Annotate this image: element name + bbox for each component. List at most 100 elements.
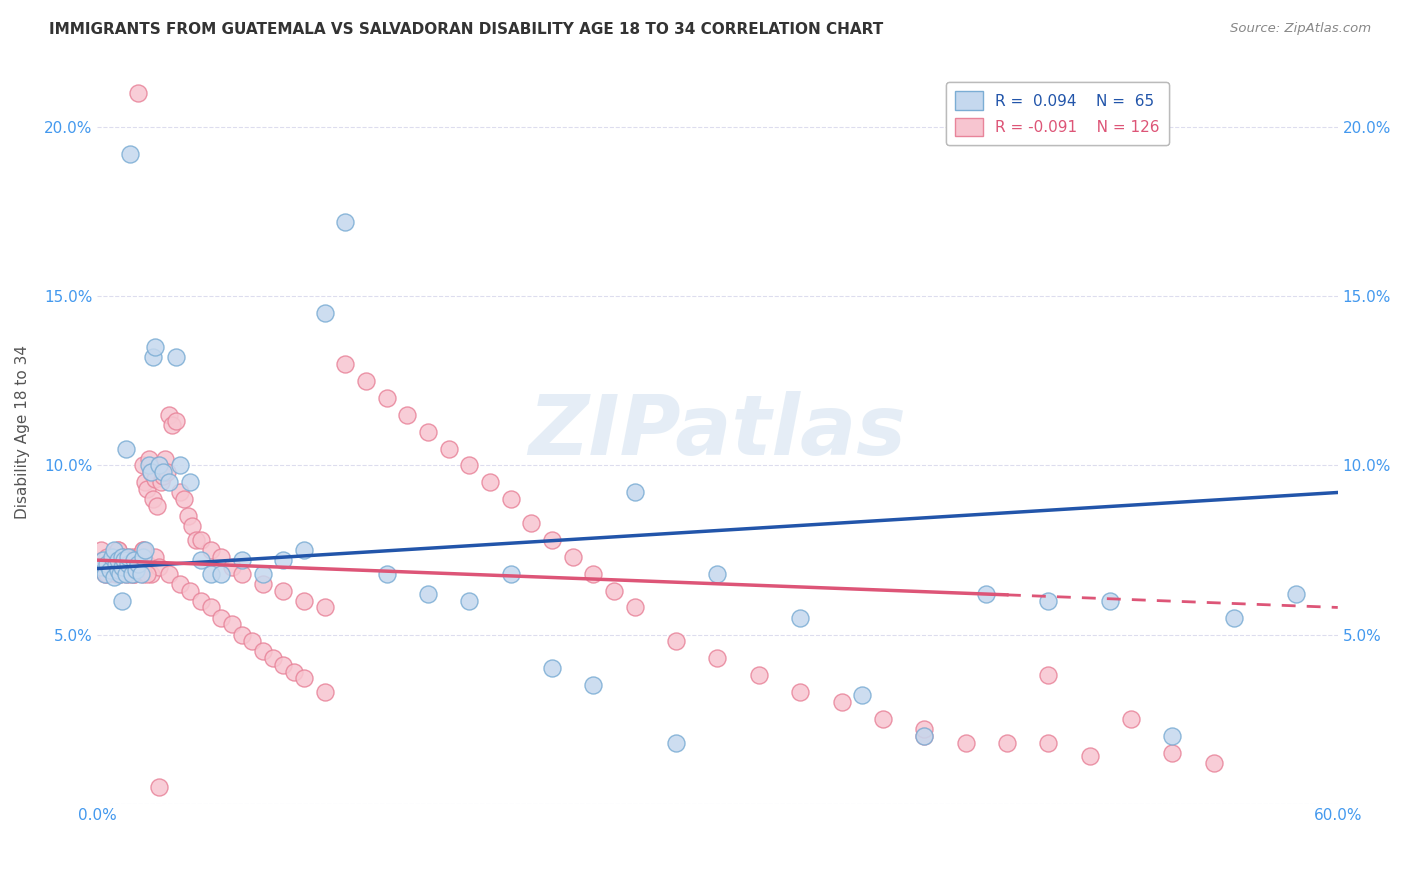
Point: [209, 610, 232, 624]
Point: [582, 566, 605, 581]
Point: [131, 458, 153, 473]
Y-axis label: Disability Age 18 to 34: Disability Age 18 to 34: [15, 344, 30, 518]
Point: [1038, 736, 1060, 750]
Point: [124, 566, 146, 581]
Point: [1285, 587, 1308, 601]
Point: [1038, 593, 1060, 607]
Point: [240, 634, 263, 648]
Point: [271, 657, 294, 672]
Point: [912, 729, 935, 743]
Point: [292, 543, 315, 558]
Point: [375, 391, 398, 405]
Point: [103, 543, 125, 558]
Point: [120, 553, 142, 567]
Point: [1119, 712, 1142, 726]
Point: [96, 557, 118, 571]
Point: [111, 593, 134, 607]
Point: [160, 417, 183, 432]
Point: [623, 600, 645, 615]
Point: [335, 357, 357, 371]
Point: [231, 566, 253, 581]
Point: [1161, 729, 1184, 743]
Point: [139, 465, 162, 479]
Point: [252, 644, 274, 658]
Point: [314, 600, 336, 615]
Point: [112, 553, 135, 567]
Point: [115, 566, 138, 581]
Point: [396, 408, 419, 422]
Point: [831, 695, 853, 709]
Point: [131, 543, 153, 558]
Point: [789, 610, 811, 624]
Point: [148, 458, 170, 473]
Point: [120, 147, 142, 161]
Point: [115, 442, 138, 456]
Point: [159, 408, 181, 422]
Point: [131, 549, 153, 564]
Point: [292, 672, 315, 686]
Point: [90, 560, 112, 574]
Point: [94, 566, 117, 581]
Point: [169, 576, 191, 591]
Point: [416, 587, 439, 601]
Point: [111, 549, 134, 564]
Point: [231, 553, 253, 567]
Point: [91, 553, 114, 567]
Point: [135, 482, 157, 496]
Point: [155, 451, 177, 466]
Point: [135, 566, 157, 581]
Point: [1038, 668, 1060, 682]
Point: [115, 566, 138, 581]
Point: [292, 593, 315, 607]
Point: [127, 87, 149, 101]
Point: [179, 475, 201, 490]
Point: [138, 458, 160, 473]
Point: [98, 560, 121, 574]
Point: [148, 560, 170, 574]
Point: [200, 543, 222, 558]
Point: [221, 560, 243, 574]
Point: [520, 516, 543, 530]
Point: [541, 533, 564, 547]
Point: [252, 566, 274, 581]
Point: [458, 593, 481, 607]
Point: [314, 306, 336, 320]
Point: [104, 557, 127, 571]
Point: [143, 549, 166, 564]
Point: [107, 543, 129, 558]
Point: [150, 475, 173, 490]
Point: [125, 563, 148, 577]
Point: [665, 736, 688, 750]
Point: [1202, 756, 1225, 770]
Point: [117, 553, 139, 567]
Point: [98, 553, 121, 567]
Point: [165, 350, 187, 364]
Point: [146, 499, 169, 513]
Point: [115, 560, 138, 574]
Point: [103, 570, 125, 584]
Point: [1099, 593, 1122, 607]
Point: [209, 566, 232, 581]
Point: [107, 560, 129, 574]
Point: [111, 549, 134, 564]
Point: [96, 549, 118, 564]
Point: [582, 678, 605, 692]
Point: [142, 492, 165, 507]
Point: [169, 485, 191, 500]
Point: [124, 553, 146, 567]
Point: [851, 689, 873, 703]
Point: [561, 549, 583, 564]
Point: [872, 712, 894, 726]
Point: [152, 465, 174, 479]
Point: [209, 549, 232, 564]
Point: [479, 475, 502, 490]
Point: [169, 458, 191, 473]
Point: [375, 566, 398, 581]
Point: [955, 736, 977, 750]
Point: [127, 549, 149, 564]
Point: [458, 458, 481, 473]
Point: [103, 553, 125, 567]
Text: IMMIGRANTS FROM GUATEMALA VS SALVADORAN DISABILITY AGE 18 TO 34 CORRELATION CHAR: IMMIGRANTS FROM GUATEMALA VS SALVADORAN …: [49, 22, 883, 37]
Point: [125, 553, 148, 567]
Point: [139, 566, 162, 581]
